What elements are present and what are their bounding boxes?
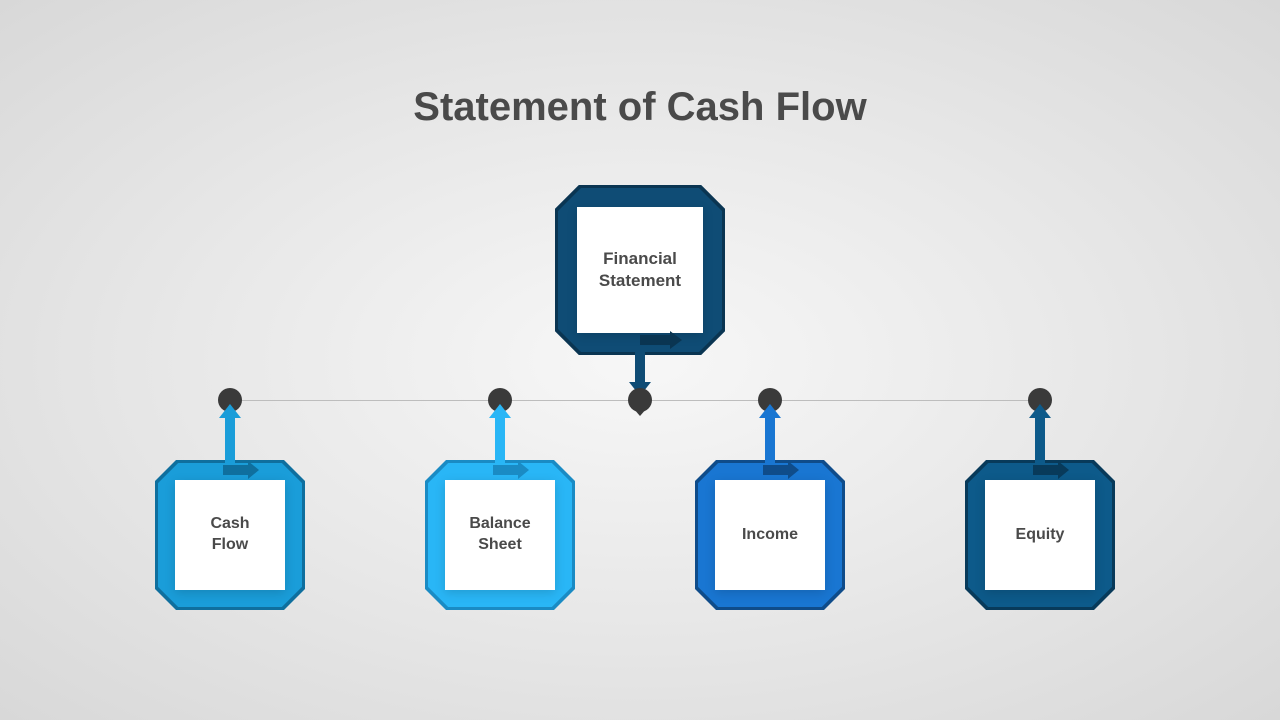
arrow-up-icon	[765, 414, 775, 464]
parent-node: Financial Statement	[555, 185, 725, 355]
child-node: Balance Sheet	[425, 460, 575, 610]
node-label-box: Equity	[985, 480, 1095, 590]
diagram-canvas: Financial Statement Cash Flow Balance Shee…	[0, 0, 1280, 720]
arrow-up-head-icon	[1029, 404, 1051, 418]
arrow-up-icon	[495, 414, 505, 464]
node-label-box: Balance Sheet	[445, 480, 555, 590]
node-label: Income	[742, 525, 798, 546]
arrow-up-head-icon	[489, 404, 511, 418]
node-label: Cash Flow	[210, 514, 249, 556]
arrow-up-icon	[1035, 414, 1045, 464]
node-label: Balance Sheet	[469, 514, 530, 556]
node-label: Equity	[1016, 525, 1065, 546]
node-label-box: Income	[715, 480, 825, 590]
arrow-up-icon	[225, 414, 235, 464]
arrow-up-head-icon	[759, 404, 781, 418]
arrow-up-head-icon	[219, 404, 241, 418]
node-label-box: Financial Statement	[577, 207, 703, 333]
child-node: Cash Flow	[155, 460, 305, 610]
child-node: Income	[695, 460, 845, 610]
connector-dot	[628, 388, 652, 412]
node-label-box: Cash Flow	[175, 480, 285, 590]
node-label: Financial Statement	[599, 248, 681, 292]
child-node: Equity	[965, 460, 1115, 610]
